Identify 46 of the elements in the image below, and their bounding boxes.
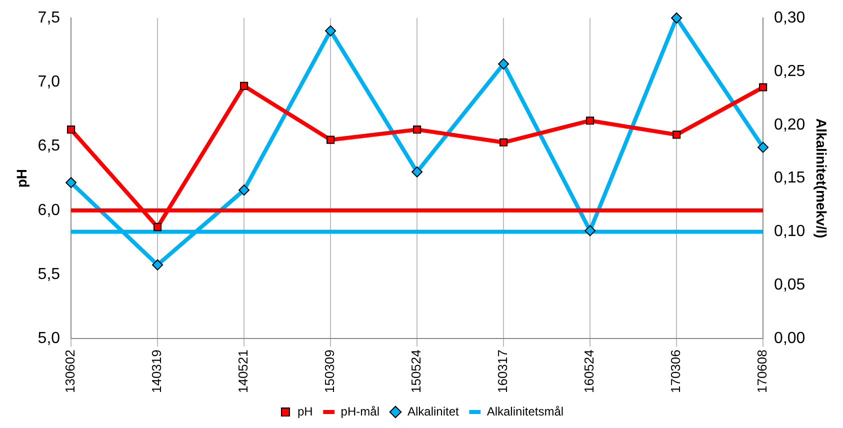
y-tick-label: 7,0 [38, 74, 60, 91]
point [66, 177, 77, 188]
y-tick-label: 6,0 [38, 202, 60, 219]
point [325, 25, 336, 36]
point [240, 82, 248, 90]
point [326, 136, 335, 144]
y-tick-label: 5,0 [38, 330, 60, 348]
point [586, 116, 594, 125]
y2-axis-title: Alkalinitet(mekv/l) [814, 118, 830, 238]
y2-tick-label: 0,00 [774, 330, 806, 348]
legend-label: Alkalinitetsmål [486, 404, 564, 418]
point [413, 126, 422, 134]
y2-tick-label: 0,05 [774, 276, 806, 294]
point [671, 12, 682, 24]
y2-tick-label: 0,10 [774, 223, 806, 240]
legend-label: pH-mål [340, 404, 380, 418]
point [154, 223, 162, 232]
y2-tick-label: 0,20 [774, 116, 806, 134]
point [67, 126, 76, 134]
y-tick-label: 5,5 [38, 266, 60, 283]
point [500, 138, 508, 146]
point [584, 225, 596, 236]
point [152, 259, 164, 270]
point [758, 142, 769, 153]
y-axis-title: pH [13, 168, 30, 188]
y2-tick-label: 0,25 [774, 62, 806, 80]
point [672, 130, 681, 139]
point [412, 166, 423, 178]
x-tick-label: 150524 [408, 350, 424, 394]
point [498, 58, 510, 70]
y2-tick-label: 0,15 [774, 170, 806, 187]
y2-tick-label: 0,30 [774, 9, 806, 26]
legend-label: Alkalinitet [407, 404, 460, 418]
x-tick-label: 140319 [149, 350, 164, 394]
x-tick-label: 160524 [582, 350, 597, 394]
x-tick-label: 170608 [754, 350, 770, 394]
point [759, 83, 768, 92]
x-tick-label: 150309 [322, 350, 338, 394]
point [238, 184, 250, 196]
x-tick-label: 130602 [62, 350, 78, 394]
y-tick-label: 7,5 [38, 9, 60, 26]
x-tick-label: 140521 [236, 350, 251, 394]
legend-label: pH [297, 404, 313, 418]
x-tick-label: 170306 [668, 350, 684, 394]
y-tick-label: 6,5 [38, 138, 60, 155]
x-tick-label: 160317 [495, 350, 510, 394]
